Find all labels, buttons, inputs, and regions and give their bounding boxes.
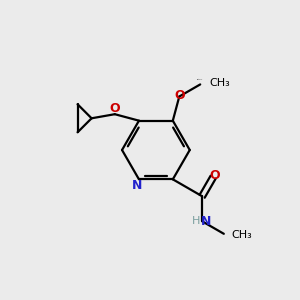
- Text: methoxy: methoxy: [197, 79, 203, 80]
- Text: O: O: [210, 169, 220, 182]
- Text: N: N: [131, 179, 142, 192]
- Text: N: N: [201, 215, 211, 228]
- Text: O: O: [110, 102, 120, 116]
- Text: H: H: [192, 216, 200, 226]
- Text: CH₃: CH₃: [231, 230, 252, 240]
- Text: O: O: [175, 88, 185, 101]
- Text: CH₃: CH₃: [210, 78, 230, 88]
